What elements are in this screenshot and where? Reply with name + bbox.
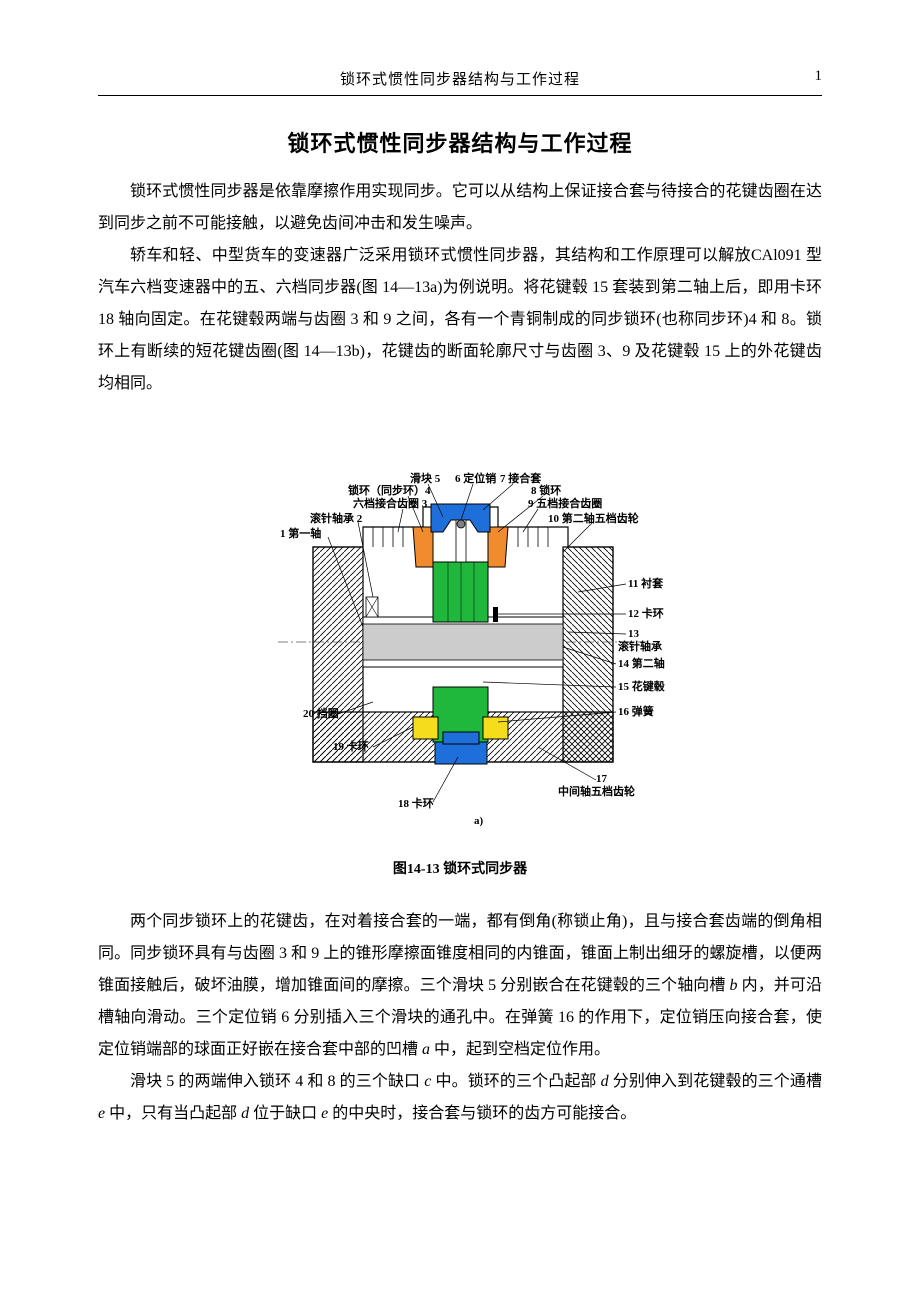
label-11: 11 衬套 <box>628 576 664 590</box>
label-10: 10 第二轴五档齿轮 <box>548 511 639 525</box>
label-3: 六档接合齿圈 3 <box>353 496 428 510</box>
label-13: 13 <box>628 628 640 640</box>
label-2: 滚针轴承 2 <box>310 511 363 525</box>
page-number: 1 <box>815 68 823 85</box>
paragraph-2: 轿车和轻、中型货车的变速器广泛采用锁环式惯性同步器，其结构和工作原理可以解放CA… <box>98 240 822 400</box>
paragraph-1: 锁环式惯性同步器是依靠摩擦作用实现同步。它可以从结构上保证接合套与待接合的花键齿… <box>98 176 822 240</box>
label-5: 滑块 5 <box>410 471 441 485</box>
label-13b: 滚针轴承 <box>618 639 663 653</box>
label-4: 锁环（同步环）4 <box>348 483 431 497</box>
label-1: 1 第一轴 <box>280 526 321 540</box>
label-7: 7 接合套 <box>500 471 542 485</box>
label-8: 8 锁环 <box>531 483 561 497</box>
label-14: 14 第二轴 <box>618 656 665 670</box>
label-18: 18 卡环 <box>398 796 434 810</box>
label-9: 9 五档接合齿圈 <box>528 496 602 510</box>
label-16: 16 弹簧 <box>618 704 654 718</box>
label-20: 20 挡圈 <box>303 706 339 720</box>
figure-caption: 图14-13 锁环式同步器 <box>218 858 703 878</box>
figure-sublabel: a) <box>474 815 484 827</box>
label-15: 15 花键毂 <box>618 679 666 693</box>
figure-14-13: www com <box>218 432 703 878</box>
running-title: 锁环式惯性同步器结构与工作过程 <box>98 68 822 89</box>
paragraph-3: 两个同步锁环上的花键齿，在对着接合套的一端，都有倒角(称锁止角)，且与接合套齿端… <box>98 906 822 1066</box>
label-17: 17 <box>596 773 608 785</box>
label-6: 6 定位销 <box>455 471 496 485</box>
label-19: 19 卡环 <box>333 739 369 753</box>
paragraph-4: 滑块 5 的两端伸入锁环 4 和 8 的三个缺口 c 中。锁环的三个凸起部 d … <box>98 1066 822 1130</box>
document-title: 锁环式惯性同步器结构与工作过程 <box>98 126 822 158</box>
synchronizer-diagram: www com <box>218 432 703 852</box>
label-12: 12 卡环 <box>628 606 664 620</box>
label-17b: 中间轴五档齿轮 <box>558 784 635 798</box>
